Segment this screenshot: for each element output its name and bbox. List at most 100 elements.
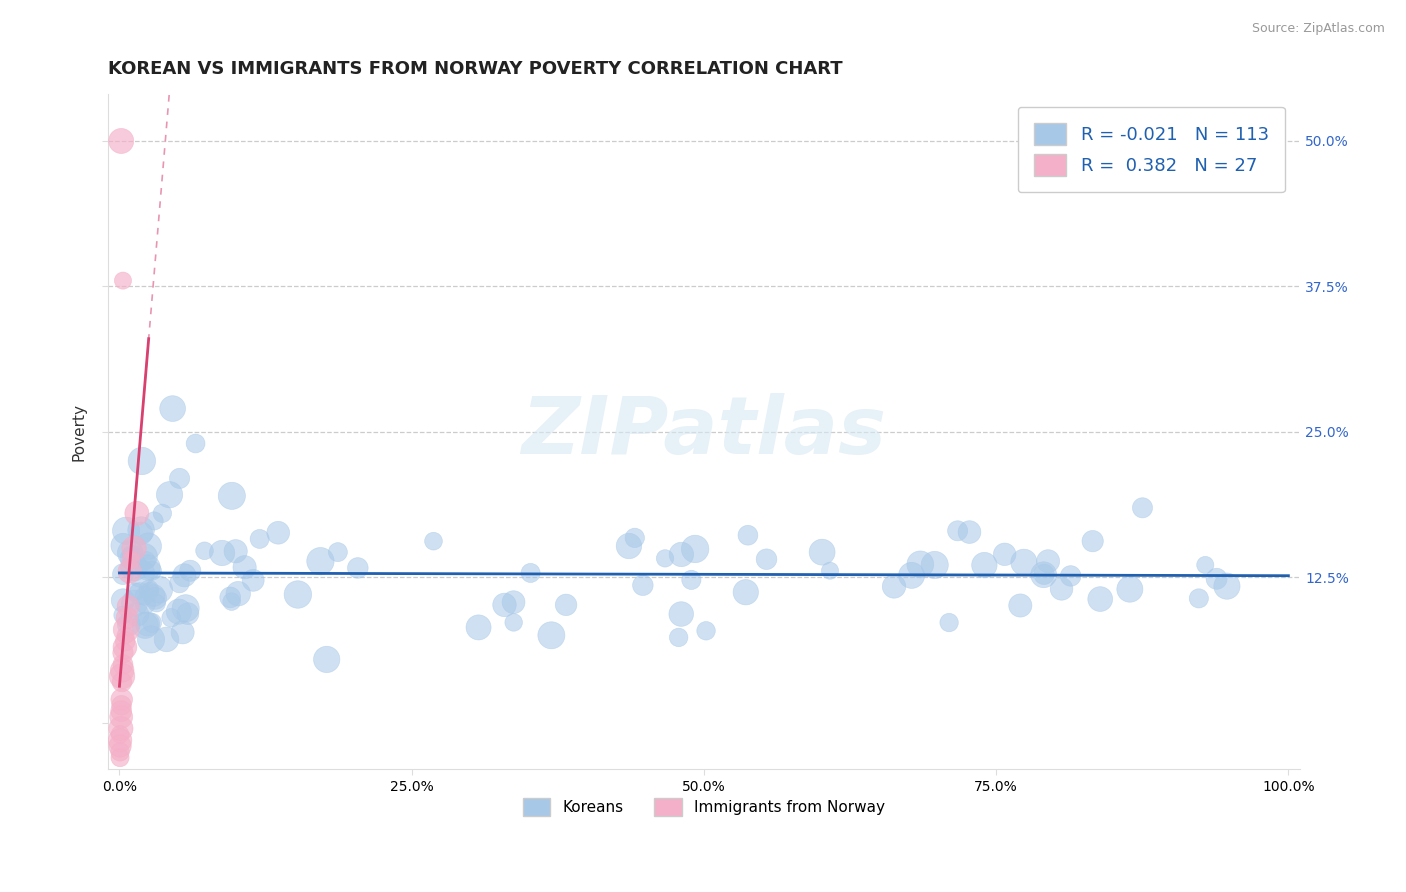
Point [121,548,143,562]
Point [1036,554,1059,568]
Point [110,134,132,148]
Point [555,598,578,612]
Legend: Koreans, Immigrants from Norway: Koreans, Immigrants from Norway [517,791,891,822]
Point [737,528,759,542]
Point [112,539,135,553]
Point [1010,599,1032,613]
Point [141,615,163,630]
Point [118,617,141,632]
Point [1033,567,1056,582]
Point [326,545,349,559]
Point [110,704,132,718]
Point [1132,500,1154,515]
Point [115,611,138,625]
Point [1032,567,1054,582]
Point [120,551,142,566]
Point [1081,534,1104,549]
Point [668,631,690,645]
Point [108,727,131,741]
Point [134,589,156,603]
Point [1216,579,1239,593]
Point [617,539,640,553]
Point [117,599,139,614]
Point [122,541,145,556]
Point [671,607,693,621]
Point [150,506,173,520]
Point [1119,582,1142,597]
Point [683,541,706,556]
Point [110,698,132,713]
Point [654,551,676,566]
Point [120,546,142,560]
Point [114,640,136,654]
Point [134,597,156,611]
Point [734,585,756,599]
Point [135,553,157,567]
Point [136,560,159,574]
Point [143,514,166,528]
Point [924,558,946,572]
Point [494,598,516,612]
Point [111,692,134,706]
Point [172,625,194,640]
Point [108,745,131,759]
Text: ZIPatlas: ZIPatlas [522,392,886,471]
Point [519,566,541,580]
Point [1188,591,1211,606]
Point [1012,555,1035,569]
Point [1050,582,1073,596]
Point [139,583,162,598]
Point [138,582,160,597]
Point [111,646,134,660]
Point [128,587,150,601]
Point [139,632,162,647]
Point [467,620,489,634]
Point [193,543,215,558]
Point [900,568,922,582]
Point [118,565,141,579]
Point [120,553,142,567]
Point [910,558,932,572]
Point [111,274,134,288]
Point [1090,592,1112,607]
Point [267,525,290,540]
Point [167,605,190,619]
Point [169,576,191,591]
Point [129,523,152,537]
Point [623,531,645,545]
Point [111,657,134,672]
Point [173,568,195,582]
Point [631,578,654,592]
Point [129,566,152,581]
Point [1060,569,1083,583]
Point [115,524,138,538]
Point [136,617,159,632]
Point [125,506,148,520]
Point [159,488,181,502]
Point [309,554,332,568]
Point [315,652,337,666]
Y-axis label: Poverty: Poverty [72,403,86,461]
Point [114,634,136,648]
Point [143,589,166,603]
Point [179,564,201,578]
Point [818,564,841,578]
Point [108,739,131,753]
Point [994,547,1017,561]
Point [184,436,207,450]
Point [671,548,693,562]
Point [141,564,163,578]
Point [124,596,146,610]
Point [129,526,152,541]
Point [225,544,247,558]
Point [111,608,134,623]
Point [346,561,368,575]
Point [502,595,524,609]
Point [811,545,834,559]
Point [110,722,132,736]
Point [959,524,981,539]
Point [221,594,243,608]
Point [883,579,905,593]
Point [145,591,167,606]
Point [134,549,156,564]
